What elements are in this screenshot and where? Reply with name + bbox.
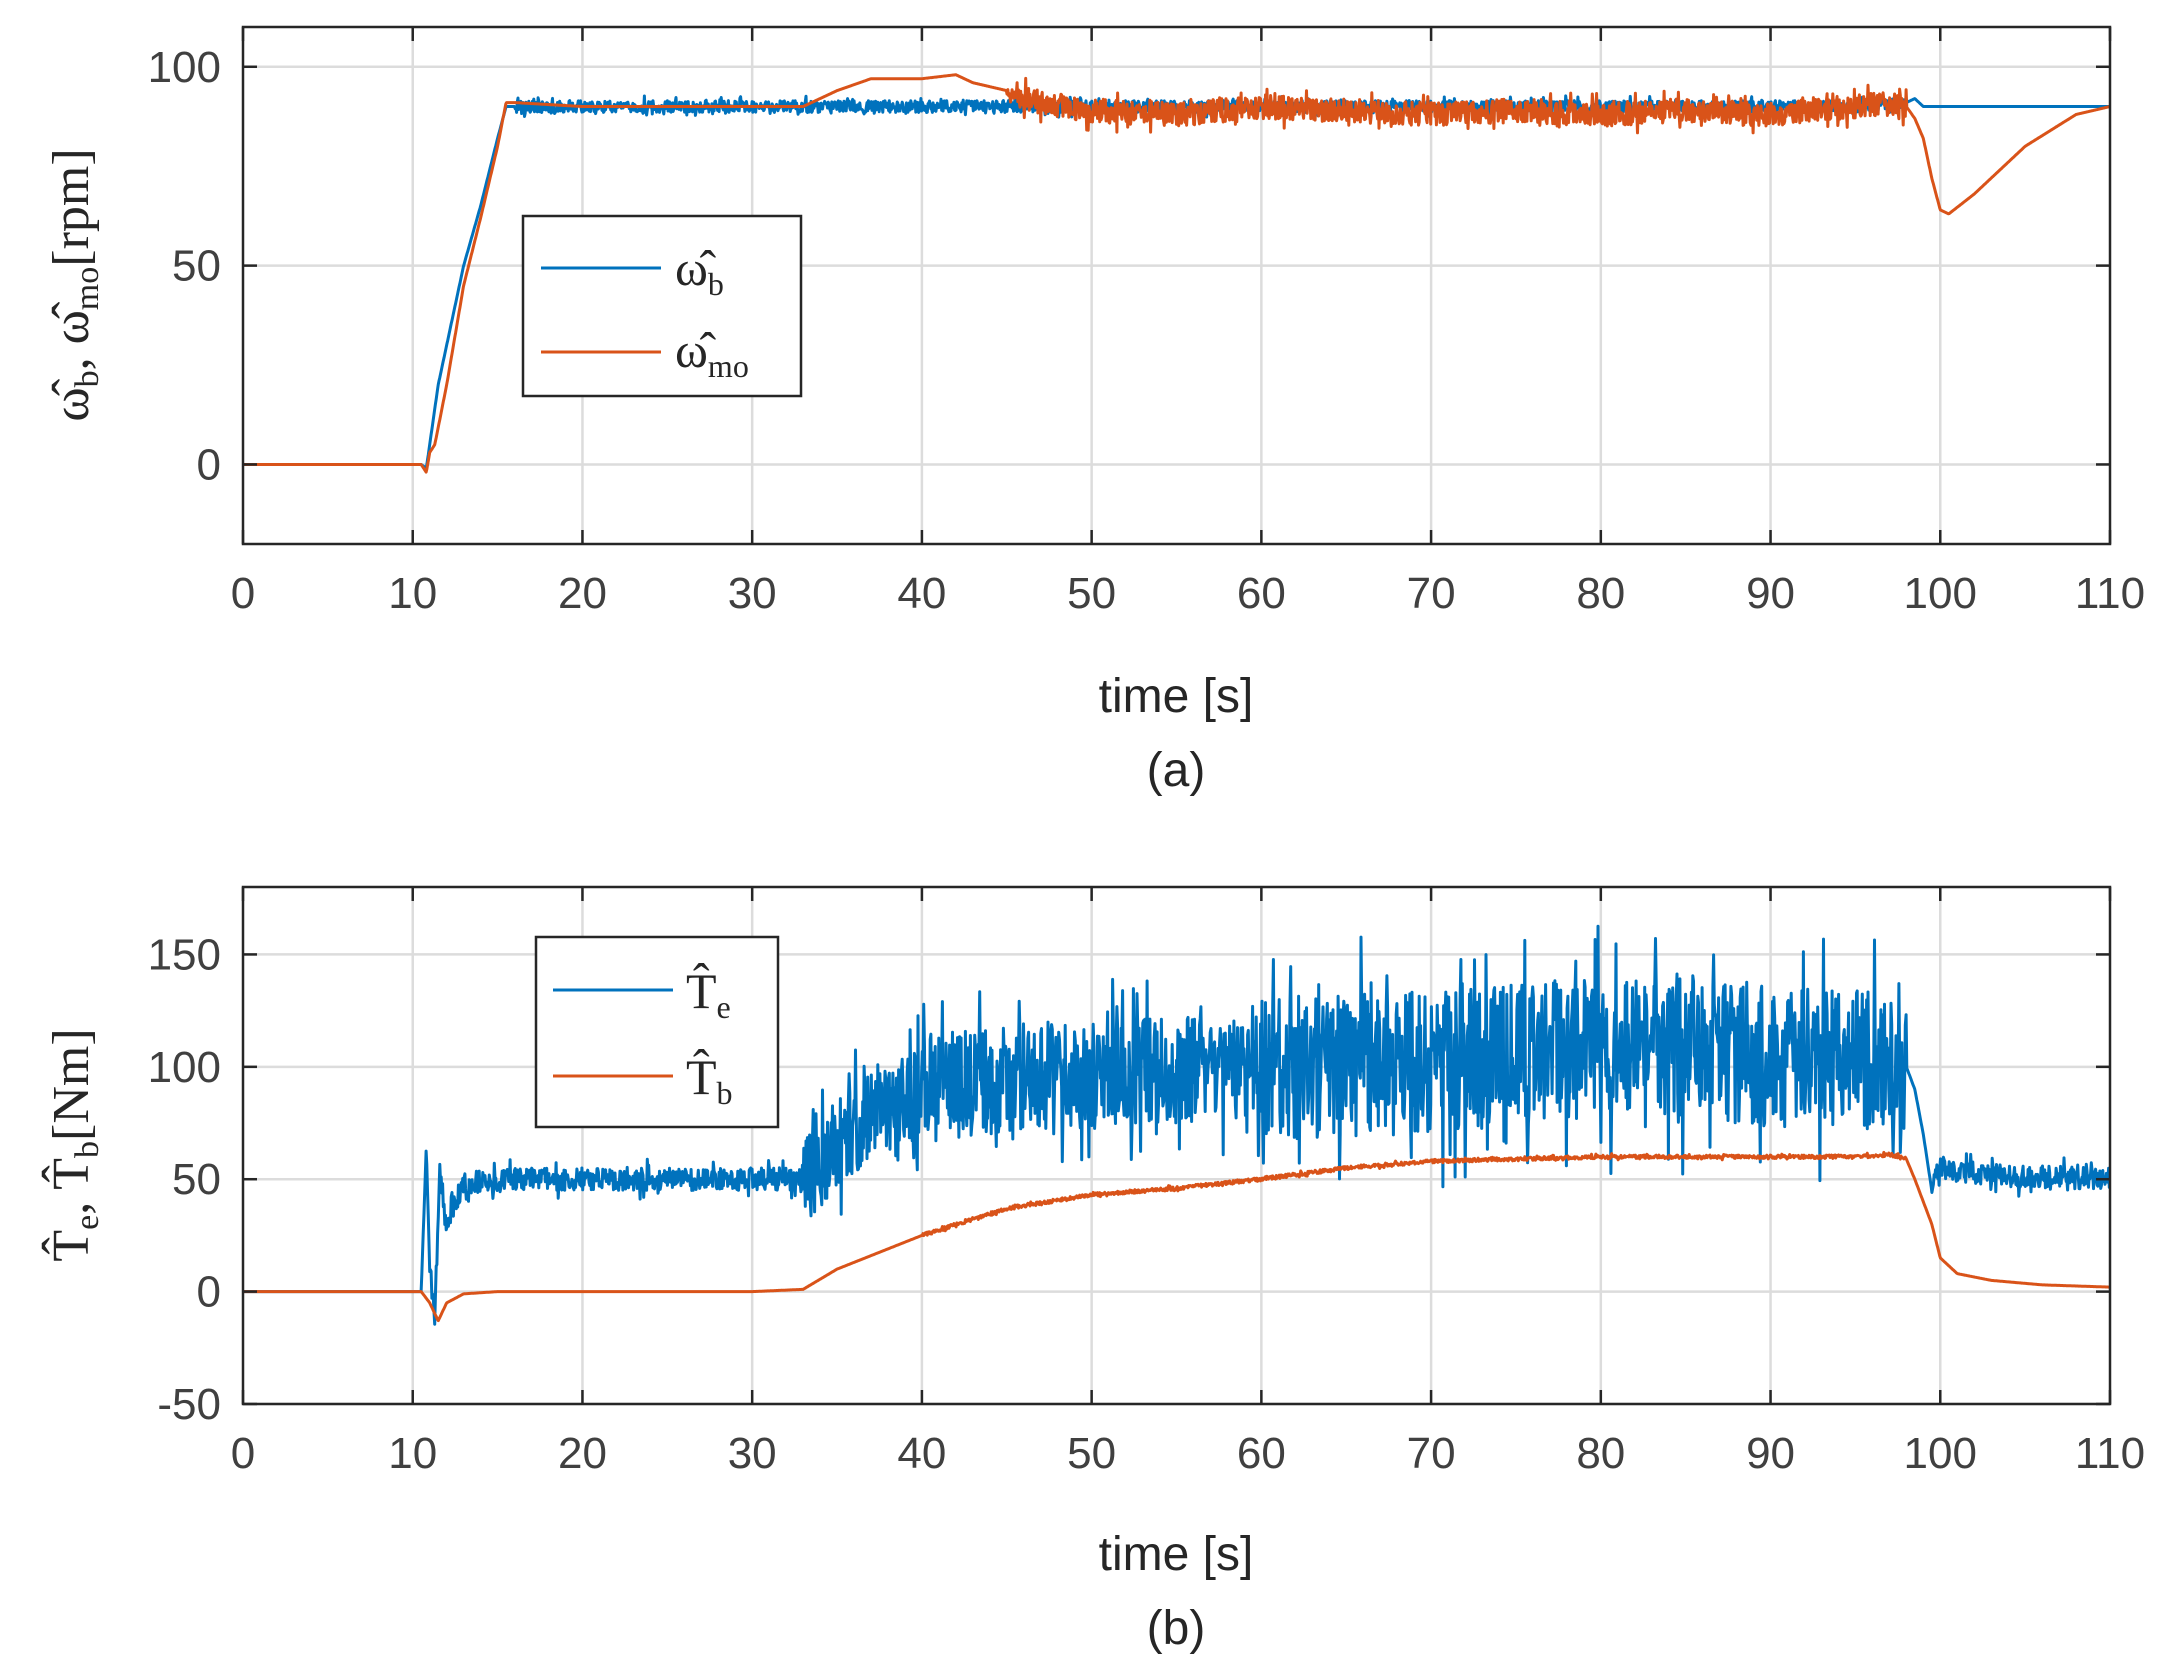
legend-a: ω̂b ω̂mo	[521, 214, 803, 398]
y-tick-label: 0	[197, 440, 221, 489]
x-axis-label-b: time [s]	[1099, 1528, 1254, 1581]
x-tick-label: 80	[1576, 569, 1625, 618]
y-tick-label: 50	[172, 1155, 221, 1204]
x-tick-label: 70	[1407, 1429, 1456, 1478]
x-tick-label: 20	[558, 569, 607, 618]
legend-entry-T-e: T̂e	[553, 962, 731, 1025]
x-tick-label: 60	[1237, 1429, 1286, 1478]
x-tick-label: 80	[1576, 1429, 1625, 1478]
x-tick-label: 70	[1407, 569, 1456, 618]
y-tick-label: 50	[172, 242, 221, 291]
series-layer-b	[243, 924, 2110, 1326]
x-ticks-a: 0 10 20 30 40 50 60 70 80 90 100 110	[231, 27, 2145, 618]
legend-label: T̂e	[686, 962, 731, 1025]
y-tick-label: 100	[148, 43, 221, 92]
x-tick-label: 50	[1067, 1429, 1116, 1478]
y-tick-label: 150	[148, 930, 221, 979]
x-tick-label: 40	[897, 1429, 946, 1478]
x-tick-label: 20	[558, 1429, 607, 1478]
plot-frame-b	[241, 885, 2112, 1406]
x-tick-label: 100	[1904, 569, 1977, 618]
legend-label: T̂b	[686, 1048, 733, 1111]
y-ticks-a: 0 50 100	[148, 43, 2110, 489]
x-tick-label: 30	[728, 1429, 777, 1478]
legend-box-b	[534, 935, 780, 1129]
plot-frame-a	[241, 25, 2112, 546]
y-ticks-b: -50 0 50 100 150	[148, 930, 2110, 1429]
y-axis-label-a: ω̂b, ω̂mo[rpm]	[43, 148, 106, 421]
x-tick-label: 0	[231, 569, 255, 618]
x-tick-label: 30	[728, 569, 777, 618]
series-layer-a	[243, 73, 2110, 474]
x-tick-label: 60	[1237, 569, 1286, 618]
y-tick-label: -50	[157, 1380, 221, 1429]
x-tick-label: 100	[1904, 1429, 1977, 1478]
x-tick-label: 110	[2075, 569, 2145, 618]
x-tick-label: 10	[388, 569, 437, 618]
x-tick-label: 90	[1746, 569, 1795, 618]
legend-box-a	[521, 214, 803, 398]
x-tick-label: 0	[231, 1429, 255, 1478]
legend-entry-T-b: T̂b	[553, 1048, 733, 1111]
x-tick-label: 40	[897, 569, 946, 618]
series-line-b	[243, 1150, 2110, 1323]
x-axis-label-a: time [s]	[1099, 670, 1254, 723]
panel-label-a: (a)	[1147, 744, 1206, 797]
x-tick-label: 90	[1746, 1429, 1795, 1478]
x-ticks-b: 0 10 20 30 40 50 60 70 80 90 100 110	[231, 887, 2145, 1478]
panel-label-b: (b)	[1147, 1602, 1206, 1655]
x-tick-label: 110	[2075, 1429, 2145, 1478]
y-tick-label: 0	[197, 1268, 221, 1317]
series-line-e	[243, 924, 2110, 1326]
x-tick-label: 10	[388, 1429, 437, 1478]
series-line-mo	[243, 73, 2110, 474]
x-tick-label: 50	[1067, 569, 1116, 618]
y-axis-label-b: T̂e, T̂b[Nm]	[41, 1028, 106, 1261]
y-tick-label: 100	[148, 1043, 221, 1092]
chart-panel-a: 0 10 20 30 40 50 60 70 80 90 100 110 0 50 100 time [s…	[43, 25, 2145, 797]
legend-b: T̂e T̂b	[534, 935, 780, 1129]
grid-b	[243, 887, 2110, 1406]
